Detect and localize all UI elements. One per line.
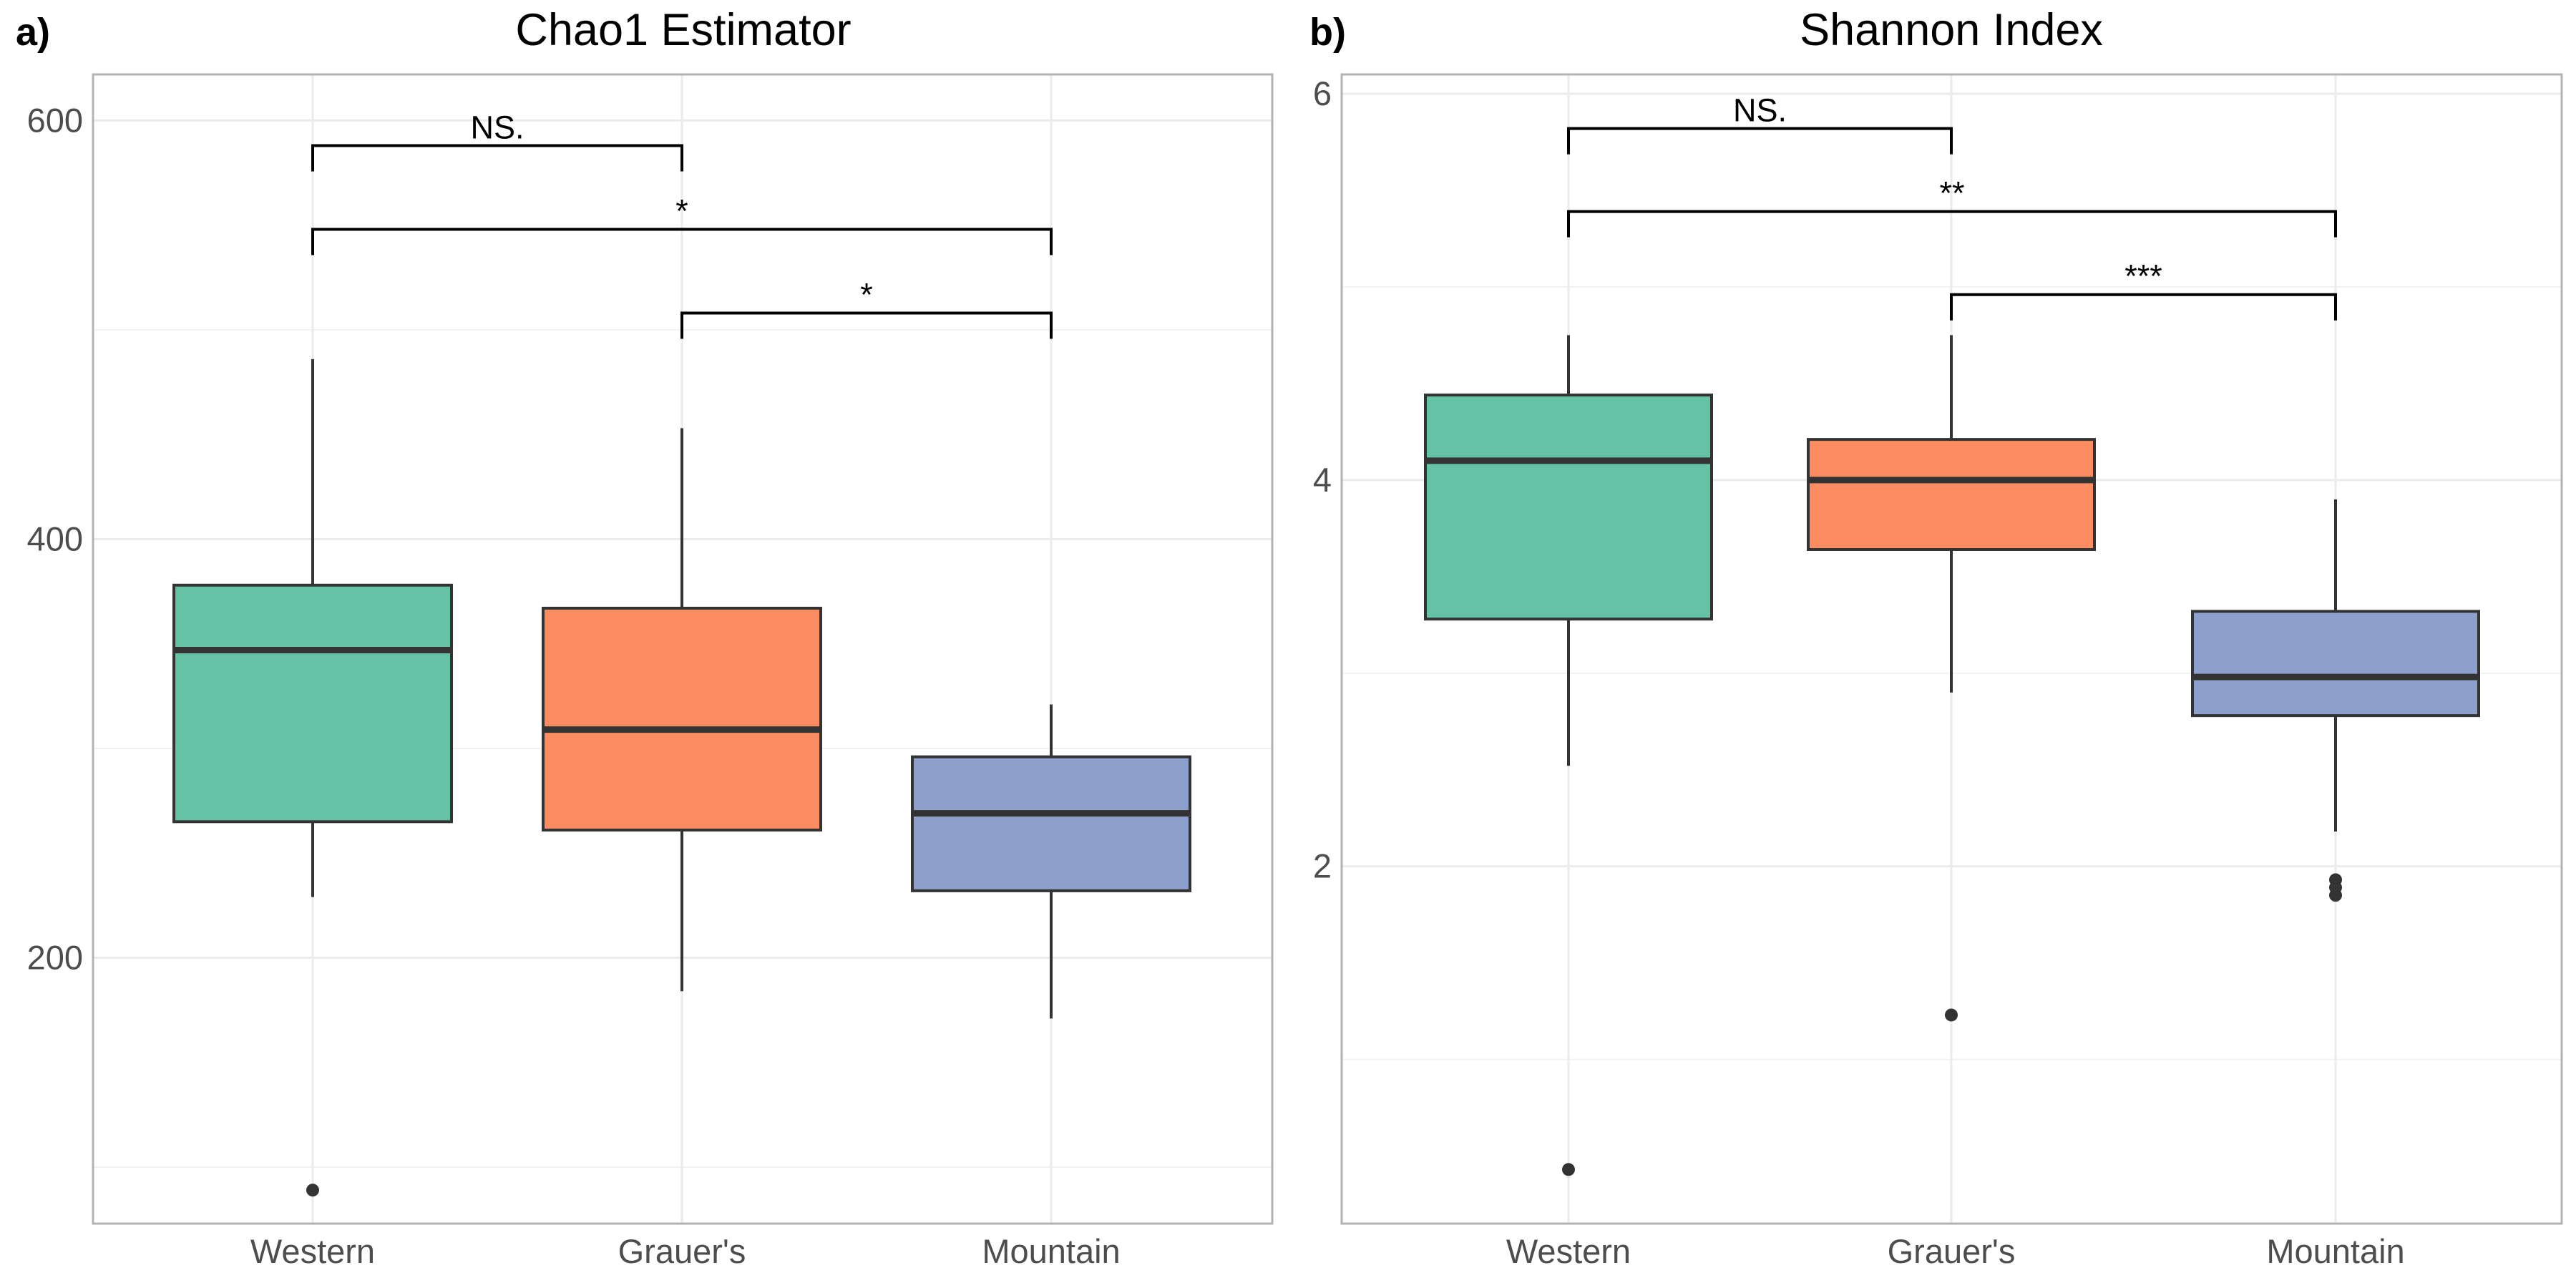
box-western [1424, 394, 1713, 621]
significance-label: ** [1939, 175, 1964, 212]
significance-bracket [311, 228, 1053, 255]
panel-title-b: Shannon Index [1800, 5, 2103, 55]
significance-label: *** [2124, 258, 2162, 295]
significance-bracket [1950, 293, 2337, 321]
box-western [172, 583, 453, 824]
significance-label: NS. [470, 109, 524, 145]
y-tick-label: 200 [27, 938, 83, 976]
panel-a: a) Chao1 Estimator NS. * * 200 400 600 Western… [16, 5, 1274, 1270]
y-tick-label: 600 [27, 101, 83, 139]
x-tick-label: Grauer's [618, 1232, 746, 1270]
significance-bracket [311, 144, 683, 172]
y-tick-label: 400 [27, 519, 83, 557]
y-tick-label: 2 [1313, 847, 1332, 885]
panel-label-b: b) [1309, 11, 1346, 54]
significance-label: NS. [1733, 92, 1787, 129]
panel-label-a: a) [16, 11, 50, 54]
x-tick-label: Grauer's [1888, 1232, 2016, 1270]
box-mountain [2191, 610, 2480, 718]
significance-bracket [680, 311, 1053, 339]
outlier-point [1562, 1163, 1575, 1176]
outlier-point [1945, 1008, 1958, 1022]
outlier-point [2329, 889, 2342, 902]
significance-label: * [675, 192, 688, 229]
panel-border [1340, 73, 2563, 1225]
significance-bracket [1567, 210, 2337, 238]
x-tick-label: Western [1506, 1232, 1631, 1270]
panel-border [92, 73, 1274, 1225]
outlier-point [306, 1184, 319, 1197]
box-grauers [542, 606, 822, 832]
plot-area-a: NS. * * 200 400 600 Western Grauer's Mountain [27, 73, 1274, 1270]
y-tick-label: 4 [1313, 461, 1332, 499]
significance-bracket [1567, 127, 1953, 155]
significance-label: * [860, 276, 873, 313]
y-tick-label: 6 [1313, 74, 1332, 112]
x-tick-label: Mountain [2266, 1232, 2404, 1270]
panel-title-a: Chao1 Estimator [515, 5, 851, 55]
box-grauers [1807, 438, 2096, 551]
x-tick-label: Western [250, 1232, 375, 1270]
x-tick-label: Mountain [982, 1232, 1120, 1270]
box-mountain [911, 755, 1191, 892]
